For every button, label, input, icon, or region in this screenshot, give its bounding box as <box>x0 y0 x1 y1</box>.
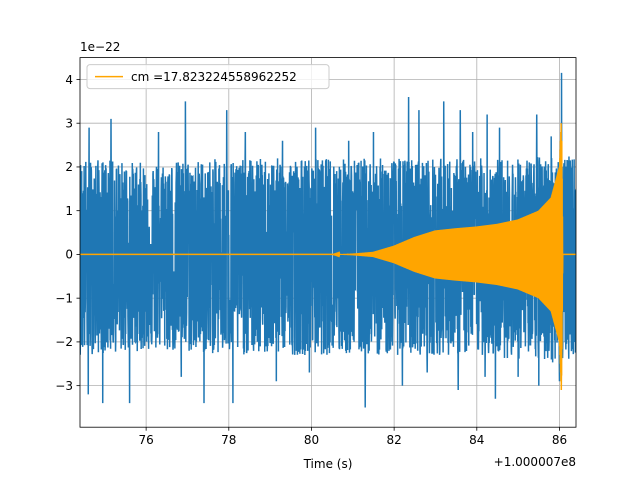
x-tick-label: 76 <box>138 433 153 447</box>
y-tick-label: 4 <box>65 73 73 87</box>
plot-frame <box>79 57 577 428</box>
x-tick-label: 84 <box>469 433 484 447</box>
y-tick-label: −3 <box>55 379 73 393</box>
x-axis-label: Time (s) <box>303 457 353 471</box>
x-tick-label: 86 <box>552 433 567 447</box>
y-axis: −3 −2 −1 0 1 2 3 4 <box>55 73 80 393</box>
series-chirp-line <box>80 123 576 391</box>
y-tick-label: 0 <box>65 248 73 262</box>
x-offset-label: +1.000007e8 <box>494 455 576 469</box>
x-axis: 76 78 80 82 84 86 <box>138 427 567 447</box>
y-tick-label: −2 <box>55 335 73 349</box>
legend: cm =17.823224558962252 <box>86 64 330 90</box>
x-tick-label: 78 <box>221 433 236 447</box>
y-tick-label: −1 <box>55 291 73 305</box>
y-scale-label: 1e−22 <box>80 40 120 54</box>
y-tick-label: 3 <box>65 117 73 131</box>
legend-label-chirp: cm =17.823224558962252 <box>131 70 297 84</box>
x-tick-label: 80 <box>304 433 319 447</box>
x-tick-label: 82 <box>386 433 401 447</box>
y-tick-label: 1 <box>65 204 73 218</box>
legend-box <box>86 64 330 90</box>
series-noise-line <box>80 72 576 408</box>
y-tick-label: 2 <box>65 160 73 174</box>
